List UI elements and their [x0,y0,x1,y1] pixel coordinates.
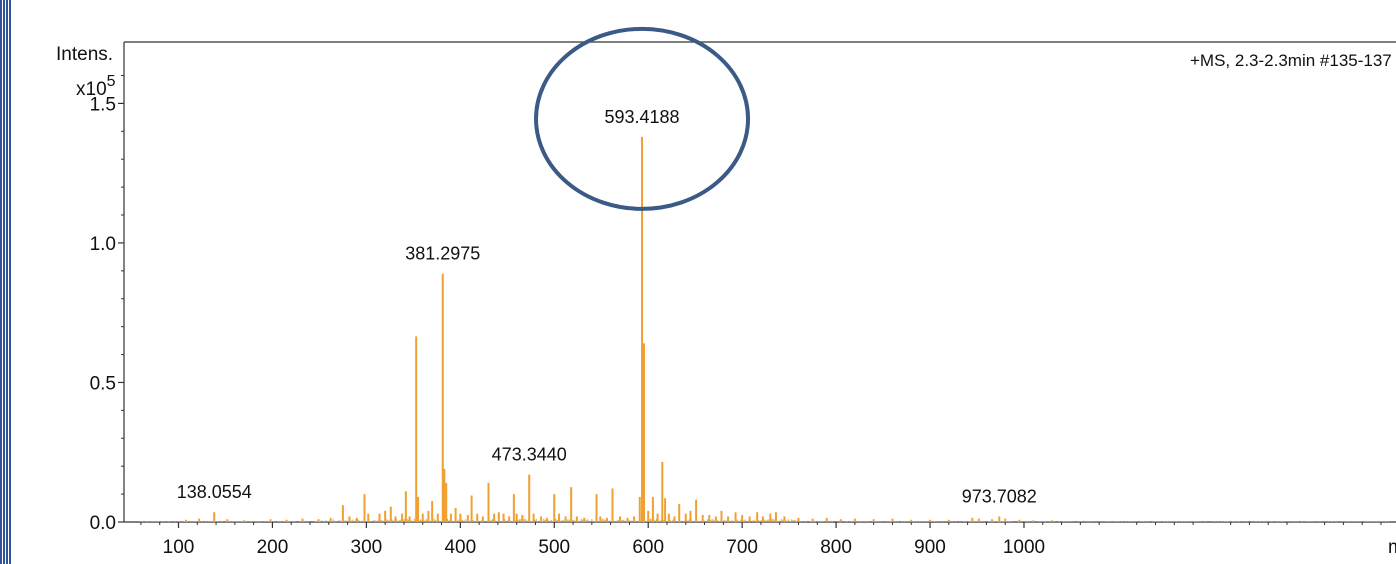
peak-label-2: 473.3440 [492,445,567,465]
peak-label-1: 381.2975 [405,244,480,264]
x-tick-label-7: 800 [820,537,852,558]
y-tick-label-0: 0.0 [90,513,116,534]
y-axis-scale-exponent: 5 [107,73,116,90]
slide-frame-border [0,0,11,564]
x-tick-label-8: 900 [914,537,946,558]
spectrum-peaks [185,136,1054,522]
y-axis-scale-base: x10 [76,79,107,100]
x-tick-label-6: 700 [726,537,758,558]
y-axis-label-scale: x105 [76,73,116,100]
x-tick-label-0: 100 [163,537,195,558]
peak-label-0: 138.0554 [177,482,252,502]
y-tick-label-1: 0.5 [90,373,116,394]
x-tick-label-3: 400 [444,537,476,558]
peak-label-3: 593.4188 [604,107,679,127]
x-minor-ticks [140,522,1382,525]
x-ticks: 100 200 300 400 500 600 700 800 900 1000 [163,522,1045,558]
y-tick-label-2: 1.0 [90,234,116,255]
x-tick-label-2: 300 [351,537,383,558]
x-tick-label-4: 500 [538,537,570,558]
peak-label-4: 973.7082 [962,486,1037,506]
x-tick-label-1: 200 [257,537,289,558]
y-axis-label-intens: Intens. [56,44,113,65]
x-axis-label: m/z [1388,537,1396,558]
y-minor-ticks [121,74,124,495]
y-ticks: 0.0 0.5 1.0 1.5 [90,94,124,534]
acquisition-info: +MS, 2.3-2.3min #135-137 [1190,51,1392,70]
highlight-circle [534,26,751,211]
x-tick-label-5: 600 [632,537,664,558]
peak-labels: 138.0554 381.2975 473.3440 593.4188 973.7082 [177,107,1037,507]
x-tick-label-9: 1000 [1003,537,1045,558]
y-tick-label-3: 1.5 [90,94,116,115]
